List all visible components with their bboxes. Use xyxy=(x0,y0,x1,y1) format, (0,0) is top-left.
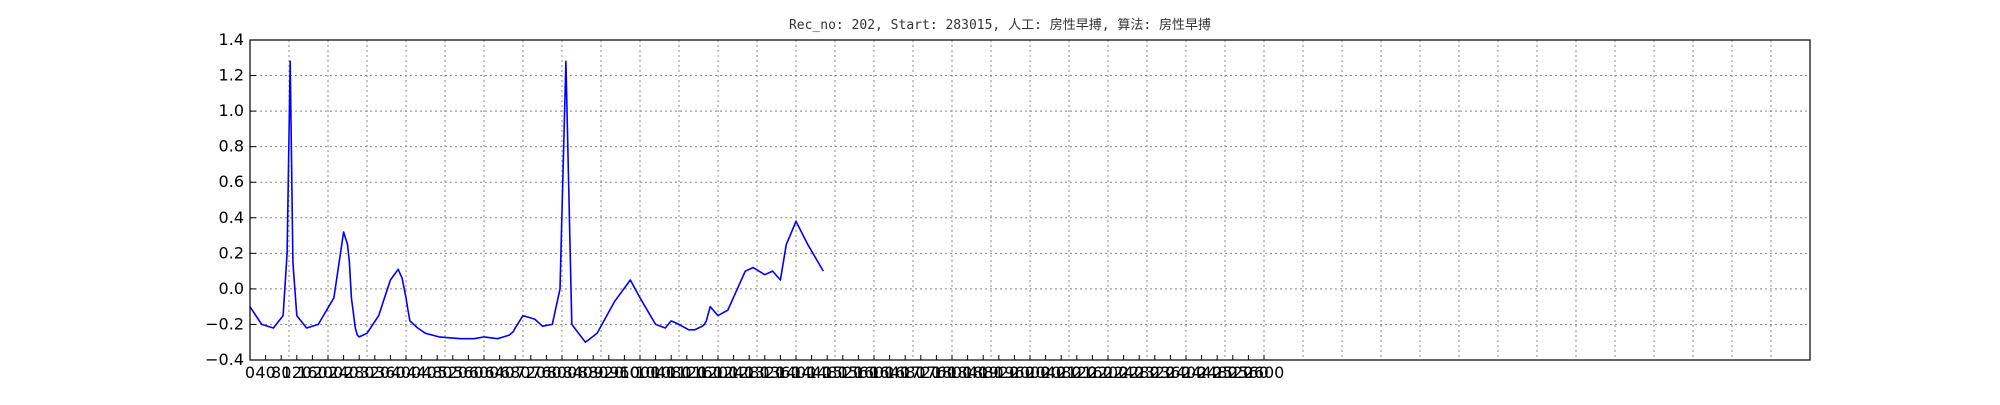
x-tick-label: 440 xyxy=(406,363,437,382)
x-tick-label: 560 xyxy=(453,363,484,382)
x-tick-label: 880 xyxy=(578,363,609,382)
x-tick-label: 1440 xyxy=(791,363,832,382)
x-tick-label: 280 xyxy=(344,363,375,382)
x-tick-label: 1400 xyxy=(776,363,817,382)
x-tick-label: 1560 xyxy=(838,363,879,382)
x-tick-label: 1280 xyxy=(729,363,770,382)
x-tick-label: 1040 xyxy=(635,363,676,382)
y-axis: −0.4 −0.2 0.0 0.2 0.4 0.6 0.8 1.0 1.2 1.4 xyxy=(205,30,256,369)
x-tick-label: 2480 xyxy=(1197,363,1238,382)
y-tick-label: 0.0 xyxy=(219,279,244,298)
x-tick-label: 2320 xyxy=(1134,363,1175,382)
x-tick-label: 520 xyxy=(438,363,469,382)
x-tick-label: 800 xyxy=(547,363,578,382)
x-tick-label: 160 xyxy=(297,363,328,382)
x-tick-label: 1960 xyxy=(994,363,1035,382)
x-tick-label: 2280 xyxy=(1119,363,1160,382)
x-tick-label: 2000 xyxy=(1010,363,1051,382)
x-tick-label: 1200 xyxy=(698,363,739,382)
x-tick-label: 1080 xyxy=(651,363,692,382)
x-axis: 0 408012016020024028032036040044048052056… xyxy=(245,355,1284,382)
x-tick-label: 1920 xyxy=(978,363,1019,382)
x-tick-label: 1640 xyxy=(869,363,910,382)
y-tick-label: 1.2 xyxy=(219,66,244,85)
x-tick-label: 2200 xyxy=(1088,363,1129,382)
grid-lines xyxy=(250,40,1810,360)
series-group xyxy=(249,60,824,344)
x-tick-label: 1800 xyxy=(932,363,973,382)
y-tick-label: −0.2 xyxy=(205,314,244,333)
y-tick-label: −0.4 xyxy=(205,350,244,369)
x-tick-label: 1000 xyxy=(620,363,661,382)
x-tick-label: 80 xyxy=(271,363,291,382)
x-tick-label: 1880 xyxy=(963,363,1004,382)
x-tick-label: 320 xyxy=(360,363,391,382)
x-tick-label: 360 xyxy=(375,363,406,382)
x-tick-label: 240 xyxy=(328,363,359,382)
x-tick-label: 400 xyxy=(391,363,422,382)
x-tick-label: 2400 xyxy=(1166,363,1207,382)
y-tick-label: 0.6 xyxy=(219,172,244,191)
x-tick-label: 2160 xyxy=(1072,363,1113,382)
x-tick-label: 200 xyxy=(313,363,344,382)
x-tick-label: 2560 xyxy=(1228,363,1269,382)
x-tick-label: 1520 xyxy=(822,363,863,382)
y-tick-label: 1.4 xyxy=(219,30,244,49)
x-tick-label: 2600 xyxy=(1244,363,1285,382)
x-tick-label: 1320 xyxy=(744,363,785,382)
series-line xyxy=(744,220,824,281)
x-tick-label: 760 xyxy=(531,363,562,382)
x-tick-label: 0 xyxy=(245,363,255,382)
x-tick-label: 1600 xyxy=(854,363,895,382)
y-tick-label: 0.2 xyxy=(219,243,244,262)
x-tick-label: 1680 xyxy=(885,363,926,382)
x-tick-label: 2080 xyxy=(1041,363,1082,382)
x-tick-label: 920 xyxy=(594,363,625,382)
x-tick-label: 2360 xyxy=(1150,363,1191,382)
x-tick-label: 480 xyxy=(422,363,453,382)
y-tick-label: 0.8 xyxy=(219,137,244,156)
series-line xyxy=(249,60,747,344)
x-tick-label: 40 xyxy=(255,363,275,382)
y-tick-label: 1.0 xyxy=(219,101,244,120)
x-tick-label: 1760 xyxy=(916,363,957,382)
x-tick-label: 840 xyxy=(562,363,593,382)
x-tick-label: 1240 xyxy=(713,363,754,382)
x-tick-label: 2440 xyxy=(1181,363,1222,382)
x-tick-label: 2240 xyxy=(1103,363,1144,382)
x-tick-label: 720 xyxy=(516,363,547,382)
x-tick-label: 1120 xyxy=(666,363,707,382)
x-tick-label: 680 xyxy=(500,363,531,382)
x-tick-label: 120 xyxy=(282,363,313,382)
x-tick-label: 1720 xyxy=(900,363,941,382)
x-tick-label: 2120 xyxy=(1056,363,1097,382)
chart-title: Rec_no: 202, Start: 283015, 人工: 房性早搏, 算法… xyxy=(789,17,1211,33)
x-tick-label: 2520 xyxy=(1212,363,1253,382)
x-tick-label: 1840 xyxy=(947,363,988,382)
y-tick-label: 0.4 xyxy=(219,208,244,227)
x-tick-label: 1480 xyxy=(807,363,848,382)
x-tick-label: 2040 xyxy=(1025,363,1066,382)
x-tick-label: 960 xyxy=(609,363,640,382)
x-tick-label: 640 xyxy=(484,363,515,382)
x-tick-label: 1160 xyxy=(682,363,723,382)
x-tick-label: 1360 xyxy=(760,363,801,382)
x-tick-label: 600 xyxy=(469,363,500,382)
